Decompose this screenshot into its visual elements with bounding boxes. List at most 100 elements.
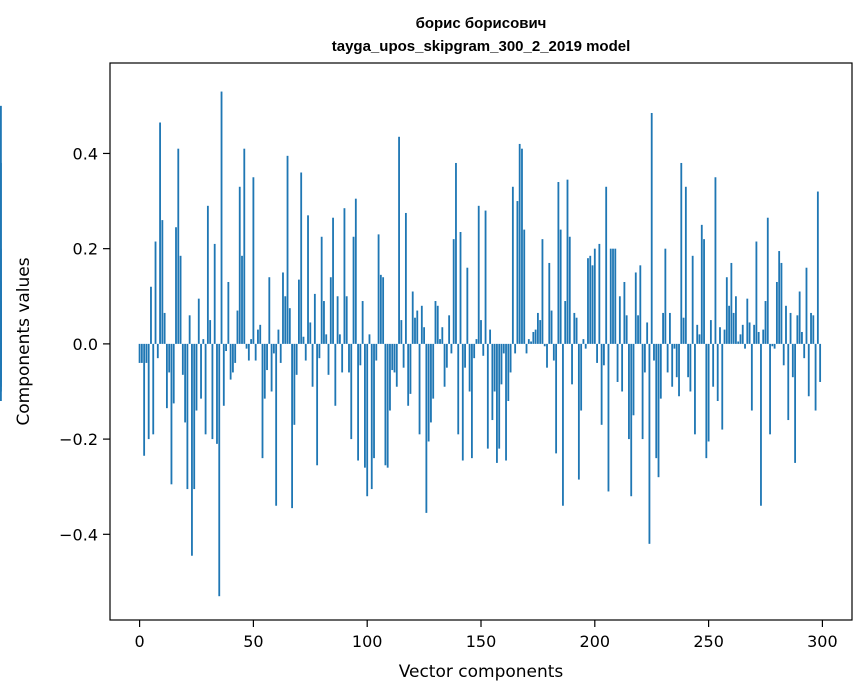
bar-286 (789, 312, 792, 344)
bar-168 (521, 148, 523, 344)
bar-undefined (0, 343, 2, 392)
bar-32 (211, 343, 214, 440)
bar-164 (511, 186, 514, 344)
bar-254 (716, 343, 719, 402)
bar-84 (329, 277, 332, 344)
bar-292 (803, 343, 806, 359)
bar-118 (407, 343, 410, 406)
bar-166 (516, 201, 519, 344)
bar-231 (664, 248, 667, 344)
bar-78 (316, 343, 319, 466)
bar-57 (268, 277, 271, 344)
bar-189 (568, 236, 571, 344)
bar-124 (420, 305, 423, 344)
bar-177 (541, 239, 544, 344)
bar-178 (543, 343, 546, 347)
bar-64 (284, 296, 287, 344)
bar-66 (288, 308, 291, 344)
bar-191 (573, 312, 576, 344)
bar-193 (577, 343, 580, 480)
bar-24 (193, 343, 196, 490)
bar-175 (536, 312, 539, 344)
bar-293 (805, 267, 808, 344)
bar-180 (548, 262, 551, 344)
bar-239 (682, 317, 685, 344)
y-axis-label: Components values (14, 257, 34, 425)
bar-235 (673, 343, 676, 349)
bar-225 (650, 112, 653, 344)
x-tick-label: 300 (807, 632, 838, 651)
bar-10 (161, 220, 164, 344)
bar-246 (698, 334, 701, 344)
bar-276 (766, 217, 769, 344)
bar-12 (165, 343, 168, 409)
bar-223 (646, 322, 649, 344)
bar-212 (621, 343, 624, 392)
bar-229 (659, 343, 662, 399)
bar-236 (675, 343, 678, 378)
bar-81 (323, 301, 325, 344)
bar-152 (484, 210, 487, 344)
bar-109 (386, 343, 389, 468)
bar-132 (439, 339, 441, 344)
bar-97 (359, 343, 362, 366)
bar-71 (300, 172, 303, 344)
bar-92 (348, 343, 350, 373)
x-axis: 0 50 100 150 200 250 300 (134, 620, 838, 651)
bar-257 (723, 329, 726, 344)
bar-58 (270, 343, 273, 392)
bar-291 (801, 331, 803, 344)
bar-72 (302, 336, 305, 344)
bar-17 (177, 148, 180, 344)
bar-95 (354, 198, 357, 344)
bar-82 (325, 334, 328, 344)
bar-117 (404, 212, 407, 344)
bar-215 (628, 343, 630, 440)
bar-260 (730, 262, 733, 344)
bar-63 (282, 272, 284, 344)
bar-186 (562, 343, 564, 506)
bar-136 (448, 315, 451, 344)
bar-226 (653, 343, 655, 361)
bar-35 (218, 343, 221, 597)
bar-39 (227, 281, 230, 344)
bar-131 (436, 305, 439, 344)
chart-title: борис борисович (416, 15, 547, 32)
bar-37 (222, 343, 225, 406)
bar-89 (341, 343, 344, 373)
bar-149 (477, 205, 480, 344)
bar-181 (550, 310, 553, 344)
bar-28 (202, 339, 205, 344)
bar-295 (810, 312, 812, 344)
bar-45 (241, 255, 243, 344)
bar-144 (466, 267, 469, 344)
bar-56 (266, 343, 268, 371)
bar-224 (648, 343, 651, 544)
bar-185 (559, 229, 562, 344)
bar-172 (530, 341, 532, 344)
bar-22 (188, 315, 191, 344)
y-tick-label: 0.4 (73, 144, 98, 163)
bar-135 (445, 343, 448, 368)
bar-1 (140, 343, 143, 363)
bar-269 (750, 343, 753, 411)
bar-222 (643, 343, 646, 373)
chart-subtitle: tayga_upos_skipgram_300_2_2019 model (332, 38, 631, 55)
bar-281 (778, 251, 781, 344)
bar-90 (343, 208, 346, 344)
bar-107 (382, 277, 385, 344)
bar-271 (755, 241, 758, 344)
bar-79 (318, 343, 321, 359)
bar-65 (286, 155, 289, 344)
bar-50 (252, 177, 255, 344)
bar-127 (427, 343, 430, 442)
bar-6 (152, 343, 155, 435)
bar-275 (764, 301, 767, 344)
bar-243 (691, 255, 694, 344)
bar-14 (170, 343, 173, 485)
bar-77 (313, 293, 316, 344)
bar-85 (332, 217, 334, 344)
bar-158 (498, 343, 501, 449)
bar-211 (618, 296, 621, 344)
